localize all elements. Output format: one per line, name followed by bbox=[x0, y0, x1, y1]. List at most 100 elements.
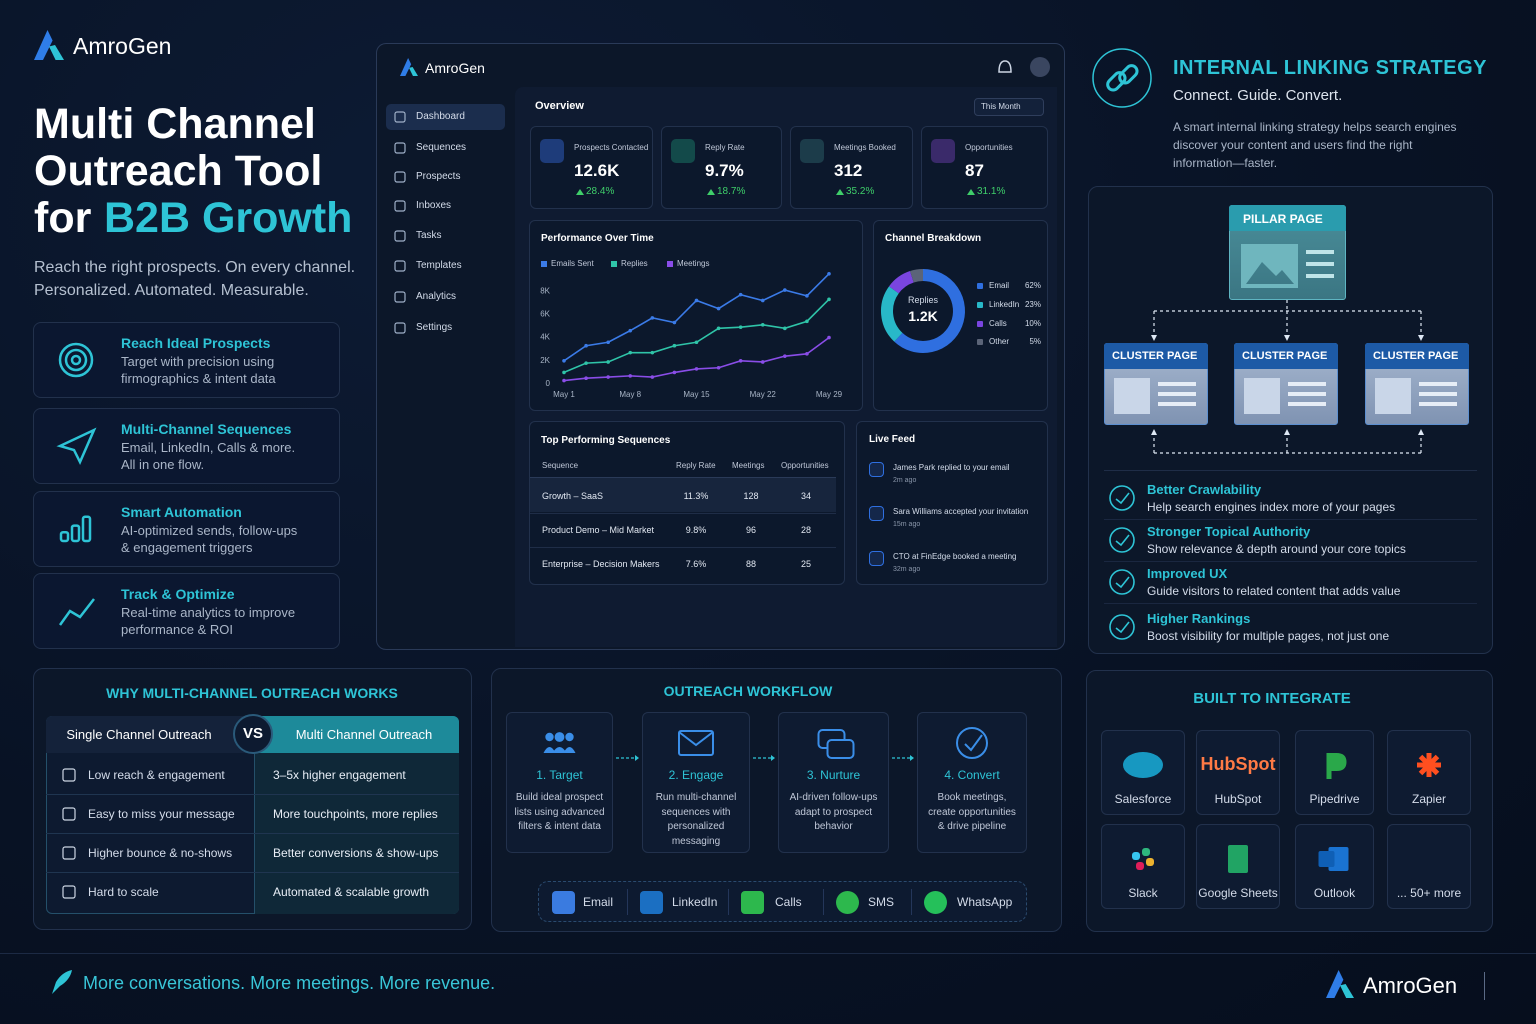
table-divider bbox=[530, 547, 836, 548]
footer-tagline: More conversations. More meetings. More … bbox=[83, 973, 496, 994]
row-divider bbox=[46, 794, 459, 795]
feed-text: CTO at FinEdge booked a meeting bbox=[893, 552, 1017, 562]
kpi-label: Meetings Booked bbox=[834, 143, 896, 153]
footer-rule bbox=[1484, 972, 1485, 1000]
table-header: Reply Rate bbox=[676, 461, 716, 471]
step-desc: filters & intent data bbox=[518, 821, 601, 832]
hero-title: Multi Channel bbox=[34, 100, 316, 149]
kpi-icon bbox=[931, 139, 955, 163]
table-header: Meetings bbox=[732, 461, 765, 471]
right-header bbox=[254, 716, 459, 753]
kpi-icon bbox=[671, 139, 695, 163]
channel-label: SMS bbox=[868, 894, 895, 909]
chart-title: Channel Breakdown bbox=[885, 233, 982, 244]
cluster-label: CLUSTER PAGE bbox=[1242, 350, 1328, 363]
table-cell: 96 bbox=[745, 524, 757, 535]
feed-title: Live Feed bbox=[869, 434, 916, 445]
kpi-change: 18.7% bbox=[717, 186, 746, 197]
integration-label: Pipedrive bbox=[1309, 791, 1360, 806]
nav-item: Dashboard bbox=[416, 111, 465, 122]
kpi-arrow bbox=[576, 189, 584, 195]
table-header: Multi Channel Outreach bbox=[295, 727, 433, 743]
kpi-label: Opportunities bbox=[965, 143, 1013, 153]
breakdown-card bbox=[873, 220, 1048, 411]
section-desc: A smart internal linking strategy helps … bbox=[1173, 119, 1457, 134]
kpi-change: 28.4% bbox=[586, 186, 615, 197]
feed-time: 2m ago bbox=[893, 476, 917, 484]
step-desc: lists using advanced bbox=[514, 806, 605, 818]
channel-divider bbox=[911, 889, 912, 915]
left-header bbox=[46, 716, 254, 753]
step-title: 2. Engage bbox=[668, 767, 724, 782]
table-cell: 9.8% bbox=[685, 524, 707, 535]
divider bbox=[1104, 470, 1477, 471]
brand-name: AmroGen bbox=[73, 33, 172, 60]
step-desc: behavior bbox=[814, 821, 853, 832]
feature-desc: firmographics & intent data bbox=[121, 371, 276, 387]
comparison-cell: 3–5x higher engagement bbox=[273, 767, 406, 782]
step-title: 4. Convert bbox=[944, 767, 1000, 782]
comparison-cell: Higher bounce & no-shows bbox=[88, 845, 233, 860]
table-divider bbox=[530, 477, 836, 478]
feature-desc: Real-time analytics to improve bbox=[121, 605, 296, 621]
integration-label: Outlook bbox=[1313, 885, 1356, 900]
feed-text: James Park replied to your email bbox=[893, 463, 1010, 473]
table-cell: 11.3% bbox=[683, 490, 709, 501]
channel-label: Calls bbox=[775, 894, 802, 909]
kpi-arrow bbox=[967, 189, 975, 195]
table-divider bbox=[530, 513, 836, 514]
feature-desc: All in one flow. bbox=[121, 457, 205, 473]
kpi-value: 9.7% bbox=[705, 160, 744, 180]
feed-icon bbox=[869, 551, 884, 566]
pillar-header bbox=[1229, 205, 1346, 231]
feature-title: Smart Automation bbox=[121, 503, 242, 520]
pillar-label: PILLAR PAGE bbox=[1243, 211, 1323, 226]
integration-label: Zapier bbox=[1411, 791, 1447, 806]
divider bbox=[1104, 519, 1477, 520]
table-cell: 88 bbox=[745, 558, 757, 569]
period-label: This Month bbox=[981, 102, 1021, 112]
vs-badge bbox=[233, 714, 273, 754]
overview-title: Overview bbox=[535, 100, 584, 113]
donut-center-value: 1.2K bbox=[908, 307, 938, 324]
divider bbox=[1104, 603, 1477, 604]
comparison-cell: Better conversions & show-ups bbox=[273, 845, 439, 860]
benefit-title: Improved UX bbox=[1147, 566, 1228, 582]
integration-logo-text: HubSpot bbox=[1200, 754, 1276, 775]
kpi-icon bbox=[800, 139, 824, 163]
period-select bbox=[974, 98, 1044, 116]
channel-divider bbox=[823, 889, 824, 915]
hero-title: Outreach Tool bbox=[34, 147, 323, 196]
integration-tile bbox=[1196, 730, 1280, 815]
comparison-cell: Easy to miss your message bbox=[88, 806, 235, 821]
step-desc: personalized bbox=[667, 821, 725, 832]
table-cell: Product Demo – Mid Market bbox=[542, 524, 655, 535]
feature-title: Track & Optimize bbox=[121, 585, 235, 602]
kpi-arrow bbox=[707, 189, 715, 195]
step-desc: create opportunities bbox=[928, 806, 1016, 818]
cluster-label: CLUSTER PAGE bbox=[1112, 350, 1198, 363]
feed-card bbox=[856, 421, 1048, 585]
divider bbox=[1104, 561, 1477, 562]
benefit-desc: Help search engines index more of your p… bbox=[1147, 499, 1396, 514]
table-cell: 128 bbox=[743, 490, 759, 501]
nav-item: Prospects bbox=[416, 171, 461, 182]
feature-desc: Email, LinkedIn, Calls & more. bbox=[121, 440, 296, 456]
kpi-change: 35.2% bbox=[846, 186, 875, 197]
integration-label: Slack bbox=[1128, 885, 1158, 900]
table-header: Opportunities bbox=[781, 461, 829, 471]
row-divider bbox=[46, 872, 459, 873]
table-cell: 34 bbox=[800, 490, 812, 501]
step-desc: Build ideal prospect bbox=[515, 792, 604, 803]
nav-item: Templates bbox=[416, 260, 462, 271]
integration-label: Salesforce bbox=[1114, 791, 1172, 806]
channel-label: LinkedIn bbox=[672, 894, 718, 909]
step-desc: Book meetings, bbox=[937, 792, 1007, 803]
feature-desc: AI-optimized sends, follow-ups bbox=[121, 523, 298, 539]
section-desc: information—faster. bbox=[1173, 155, 1278, 170]
section-subtitle: Connect. Guide. Convert. bbox=[1173, 87, 1343, 104]
cluster-label: CLUSTER PAGE bbox=[1373, 350, 1459, 363]
table-cell: 28 bbox=[800, 524, 812, 535]
